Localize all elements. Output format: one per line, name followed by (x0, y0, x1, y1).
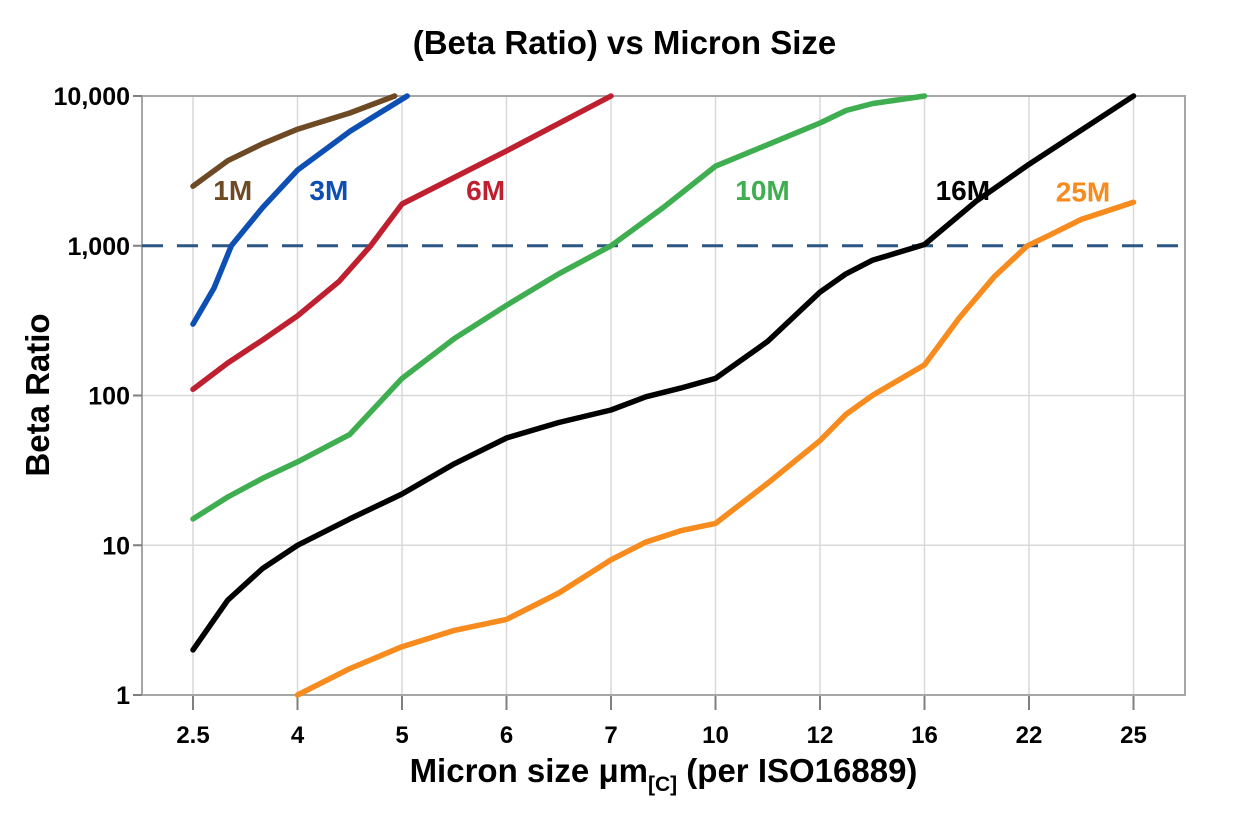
x-axis-title: Micron size μm[C] (per ISO16889) (142, 752, 1185, 797)
x-tick-label-4: 4 (291, 722, 305, 749)
y-tick-label-1: 1 (116, 682, 130, 710)
y-tick-label-100: 100 (88, 383, 130, 411)
y-tick-label-10,000: 10,000 (54, 83, 130, 111)
curve-6M (190, 93, 614, 393)
x-tick-label-25: 25 (1120, 722, 1147, 749)
x-tick-label-22: 22 (1016, 722, 1043, 749)
y-axis-title: Beta Ratio (19, 313, 56, 477)
chart-title: (Beta Ratio) vs Micron Size (412, 24, 837, 61)
y-tick-label-10: 10 (102, 532, 130, 560)
x-axis-title-main: Micron size μm (409, 752, 648, 789)
x-tick-label-5: 5 (395, 722, 408, 749)
curve-label-1M: 1M (213, 175, 252, 206)
x-axis-title-rest: (per ISO16889) (677, 752, 918, 789)
x-tick-label-2.5: 2.5 (176, 722, 209, 749)
y-tick-label-1,000: 1,000 (67, 233, 130, 261)
x-tick-label-10: 10 (702, 722, 729, 749)
curve-1M (190, 93, 398, 189)
x-tick-label-16: 16 (911, 722, 938, 749)
curve-10M (190, 93, 928, 522)
curve-25M (294, 199, 1137, 698)
x-tick-label-12: 12 (807, 722, 834, 749)
curve-label-16M: 16M (936, 175, 990, 206)
x-tick-label-7: 7 (604, 722, 617, 749)
curve-label-10M: 10M (735, 175, 789, 206)
curve-label-25M: 25M (1056, 177, 1110, 208)
x-tick-label-6: 6 (500, 722, 513, 749)
curve-3M (190, 93, 410, 327)
curve-label-3M: 3M (309, 175, 348, 206)
x-axis-title-subscript: [C] (647, 773, 678, 796)
curve-16M (190, 93, 1137, 653)
curve-label-6M: 6M (466, 175, 505, 206)
